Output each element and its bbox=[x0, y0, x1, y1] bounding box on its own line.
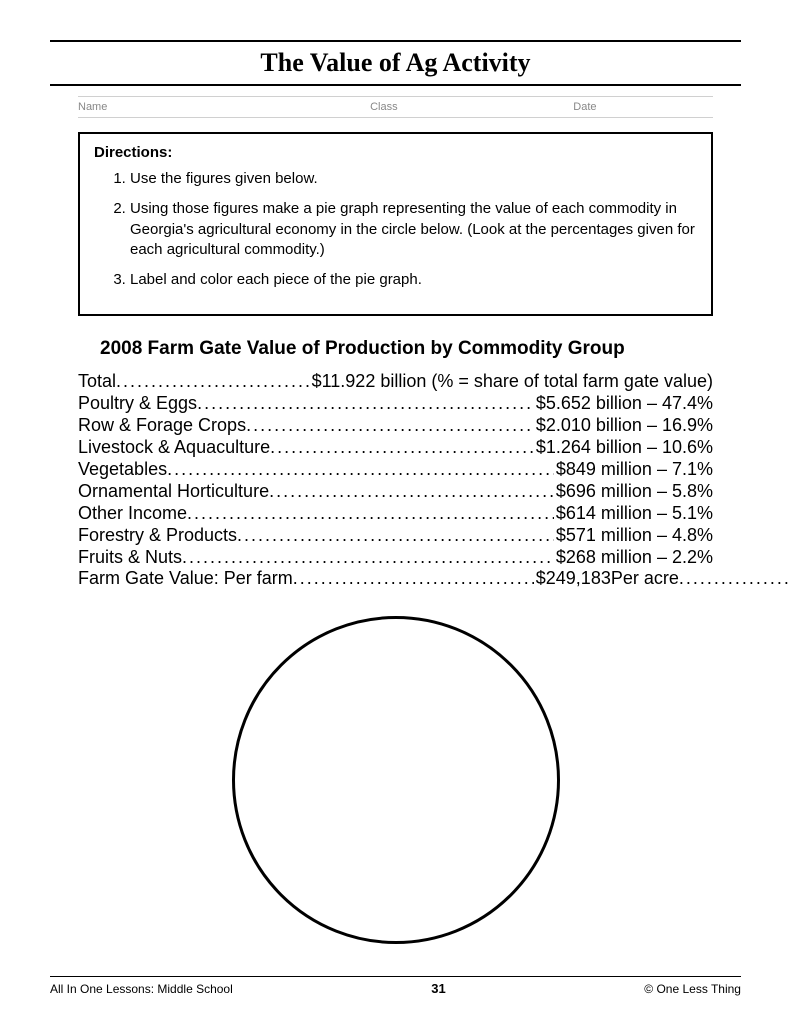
leader-dots bbox=[197, 392, 534, 414]
row-label: Forestry & Products bbox=[78, 524, 237, 546]
directions-box: Directions: Use the figures given below.… bbox=[78, 132, 713, 316]
footer-left: All In One Lessons: Middle School bbox=[50, 982, 233, 996]
row-value: $849 million – 7.1% bbox=[554, 458, 713, 480]
row-label: Other Income bbox=[78, 502, 187, 524]
leader-dots bbox=[237, 524, 554, 546]
direction-item: Label and color each piece of the pie gr… bbox=[130, 270, 697, 290]
data-row: Total $11.922 billion (% = share of tota… bbox=[78, 370, 713, 392]
data-row: Other Income $614 million – 5.1% bbox=[78, 502, 713, 524]
row-label: Total bbox=[78, 370, 116, 392]
title-underline bbox=[50, 84, 741, 86]
data-row: Ornamental Horticulture $696 million – 5… bbox=[78, 480, 713, 502]
leader-dots bbox=[270, 436, 534, 458]
leader-dots bbox=[167, 458, 554, 480]
row-value: $5.652 billion – 47.4% bbox=[534, 392, 713, 414]
pie-chart-area bbox=[50, 616, 741, 944]
leader-dots bbox=[679, 568, 791, 589]
leader-dots bbox=[246, 414, 534, 436]
data-row: Row & Forage Crops $2.010 billion – 16.9… bbox=[78, 414, 713, 436]
leader-dots bbox=[293, 568, 534, 589]
top-rule bbox=[50, 40, 741, 42]
data-row: Forestry & Products $571 million – 4.8% bbox=[78, 524, 713, 546]
per-farm-acre-row: Farm Gate Value: Per farm $249,183 Per a… bbox=[78, 568, 713, 590]
row-value: $696 million – 5.8% bbox=[554, 480, 713, 502]
footer-right: © One Less Thing bbox=[644, 982, 741, 996]
data-rows: Total $11.922 billion (% = share of tota… bbox=[78, 370, 713, 568]
data-row: Fruits & Nuts $268 million – 2.2% bbox=[78, 546, 713, 568]
leader-dots bbox=[269, 480, 554, 502]
page-title: The Value of Ag Activity bbox=[50, 46, 741, 84]
row-label: Livestock & Aquaculture bbox=[78, 436, 270, 458]
direction-item: Use the figures given below. bbox=[130, 169, 697, 189]
per-acre-label: Per acre bbox=[611, 568, 679, 589]
per-farm-value: $249,183 bbox=[534, 568, 611, 589]
row-value: $11.922 billion (% = share of total farm… bbox=[310, 370, 713, 392]
row-label: Vegetables bbox=[78, 458, 167, 480]
row-label: Ornamental Horticulture bbox=[78, 480, 269, 502]
row-label: Poultry & Eggs bbox=[78, 392, 197, 414]
directions-list: Use the figures given below. Using those… bbox=[94, 169, 697, 290]
row-label: Fruits & Nuts bbox=[78, 546, 182, 568]
row-label: Row & Forage Crops bbox=[78, 414, 246, 436]
row-value: $2.010 billion – 16.9% bbox=[534, 414, 713, 436]
row-value: $614 million – 5.1% bbox=[554, 502, 713, 524]
direction-item: Using those figures make a pie graph rep… bbox=[130, 199, 697, 260]
info-label-class: Class bbox=[370, 101, 573, 113]
page-footer: All In One Lessons: Middle School 31 © O… bbox=[50, 976, 741, 996]
row-value: $268 million – 2.2% bbox=[554, 546, 713, 568]
data-section-title: 2008 Farm Gate Value of Production by Co… bbox=[100, 338, 713, 360]
info-label-date: Date bbox=[573, 101, 713, 113]
info-row: Name Class Date bbox=[78, 96, 713, 118]
row-value: $571 million – 4.8% bbox=[554, 524, 713, 546]
info-label-name: Name bbox=[78, 101, 370, 113]
leader-dots bbox=[182, 546, 554, 568]
data-row: Livestock & Aquaculture $1.264 billion –… bbox=[78, 436, 713, 458]
leader-dots bbox=[116, 370, 310, 392]
row-value: $1.264 billion – 10.6% bbox=[534, 436, 713, 458]
footer-page-number: 31 bbox=[431, 981, 445, 996]
data-row: Vegetables $849 million – 7.1% bbox=[78, 458, 713, 480]
per-farm-label: Farm Gate Value: Per farm bbox=[78, 568, 293, 589]
directions-heading: Directions: bbox=[94, 144, 697, 161]
data-row: Poultry & Eggs $5.652 billion – 47.4% bbox=[78, 392, 713, 414]
leader-dots bbox=[187, 502, 554, 524]
pie-circle bbox=[232, 616, 560, 944]
